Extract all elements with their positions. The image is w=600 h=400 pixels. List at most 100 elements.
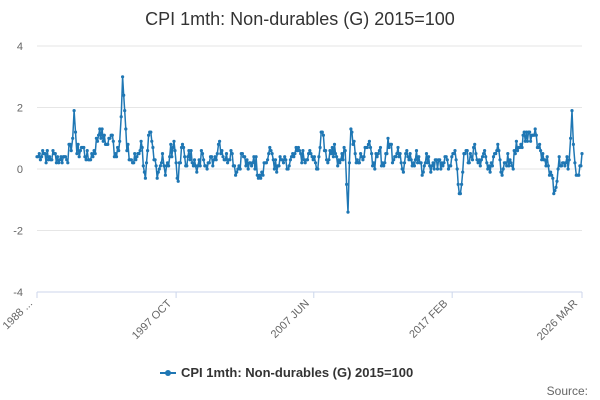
- data-point[interactable]: [512, 149, 516, 153]
- data-point[interactable]: [414, 149, 419, 153]
- data-point[interactable]: [235, 170, 239, 174]
- data-point[interactable]: [460, 182, 464, 186]
- data-point[interactable]: [305, 158, 310, 162]
- data-point[interactable]: [539, 149, 543, 153]
- data-point[interactable]: [544, 164, 548, 168]
- data-point[interactable]: [498, 158, 502, 162]
- data-point[interactable]: [467, 161, 471, 165]
- data-point[interactable]: [446, 167, 451, 171]
- data-point[interactable]: [413, 158, 417, 162]
- data-point[interactable]: [213, 155, 217, 159]
- data-point[interactable]: [361, 158, 365, 162]
- data-point[interactable]: [552, 192, 556, 196]
- data-point[interactable]: [188, 158, 192, 162]
- data-point[interactable]: [445, 158, 449, 162]
- data-point[interactable]: [543, 158, 547, 162]
- data-point[interactable]: [125, 149, 129, 153]
- data-point[interactable]: [346, 210, 350, 214]
- data-point[interactable]: [439, 167, 443, 171]
- data-point[interactable]: [141, 164, 145, 168]
- data-point[interactable]: [468, 152, 472, 156]
- data-point[interactable]: [71, 136, 75, 140]
- data-point[interactable]: [525, 139, 530, 143]
- data-point[interactable]: [223, 158, 227, 162]
- data-point[interactable]: [317, 155, 321, 159]
- data-point[interactable]: [311, 158, 315, 162]
- data-point[interactable]: [91, 155, 95, 159]
- data-point[interactable]: [59, 155, 63, 159]
- data-point[interactable]: [36, 155, 40, 159]
- data-point[interactable]: [532, 133, 536, 137]
- data-point[interactable]: [89, 158, 93, 162]
- data-point[interactable]: [362, 155, 366, 159]
- data-point[interactable]: [453, 149, 457, 153]
- data-point[interactable]: [411, 161, 415, 165]
- data-point[interactable]: [163, 173, 167, 177]
- data-point[interactable]: [173, 149, 177, 153]
- data-point[interactable]: [396, 145, 400, 150]
- data-point[interactable]: [469, 155, 473, 159]
- data-point[interactable]: [134, 158, 138, 162]
- data-point[interactable]: [308, 149, 312, 153]
- data-point[interactable]: [287, 164, 291, 168]
- data-point[interactable]: [238, 167, 242, 171]
- data-point[interactable]: [429, 170, 433, 174]
- data-point[interactable]: [73, 130, 78, 134]
- data-point[interactable]: [382, 164, 386, 168]
- data-point[interactable]: [559, 164, 564, 168]
- data-point[interactable]: [489, 161, 493, 165]
- data-point[interactable]: [155, 176, 159, 180]
- data-point[interactable]: [240, 152, 244, 156]
- data-point[interactable]: [573, 161, 577, 165]
- data-point[interactable]: [513, 152, 517, 156]
- data-point[interactable]: [219, 152, 223, 156]
- data-point[interactable]: [455, 167, 459, 171]
- data-point[interactable]: [335, 155, 339, 159]
- data-point[interactable]: [280, 158, 284, 162]
- data-point[interactable]: [202, 158, 206, 162]
- data-point[interactable]: [359, 152, 363, 156]
- data-point[interactable]: [294, 145, 298, 150]
- data-point[interactable]: [483, 149, 487, 153]
- data-point[interactable]: [50, 158, 54, 162]
- data-point[interactable]: [150, 139, 154, 143]
- data-point[interactable]: [372, 161, 376, 165]
- data-point[interactable]: [199, 149, 203, 153]
- data-point[interactable]: [138, 149, 142, 153]
- data-point[interactable]: [248, 161, 252, 165]
- data-point[interactable]: [478, 164, 482, 168]
- data-point[interactable]: [182, 145, 186, 150]
- data-point[interactable]: [564, 161, 568, 165]
- data-point[interactable]: [555, 179, 559, 183]
- data-point[interactable]: [266, 158, 270, 162]
- data-point[interactable]: [159, 161, 164, 165]
- data-point[interactable]: [566, 167, 570, 171]
- data-point[interactable]: [151, 145, 155, 150]
- data-point[interactable]: [423, 161, 427, 165]
- data-point[interactable]: [100, 127, 104, 131]
- data-point[interactable]: [374, 152, 378, 156]
- data-point[interactable]: [244, 164, 248, 168]
- data-point[interactable]: [259, 176, 263, 180]
- data-point[interactable]: [224, 152, 229, 156]
- data-point[interactable]: [178, 161, 182, 165]
- data-point[interactable]: [236, 167, 240, 171]
- data-point[interactable]: [53, 152, 57, 156]
- data-point[interactable]: [497, 149, 501, 153]
- data-point[interactable]: [500, 173, 504, 177]
- data-point[interactable]: [399, 161, 403, 165]
- data-point[interactable]: [333, 152, 338, 156]
- data-point[interactable]: [545, 155, 549, 159]
- data-point[interactable]: [283, 155, 287, 159]
- data-point[interactable]: [93, 152, 97, 156]
- data-point[interactable]: [211, 164, 215, 168]
- data-point[interactable]: [108, 136, 112, 140]
- data-point[interactable]: [295, 149, 299, 153]
- data-point[interactable]: [220, 149, 224, 153]
- data-point[interactable]: [95, 139, 100, 143]
- data-point[interactable]: [550, 173, 554, 177]
- data-point[interactable]: [343, 149, 347, 153]
- data-point[interactable]: [54, 161, 59, 165]
- data-point[interactable]: [408, 152, 412, 156]
- data-point[interactable]: [216, 142, 221, 146]
